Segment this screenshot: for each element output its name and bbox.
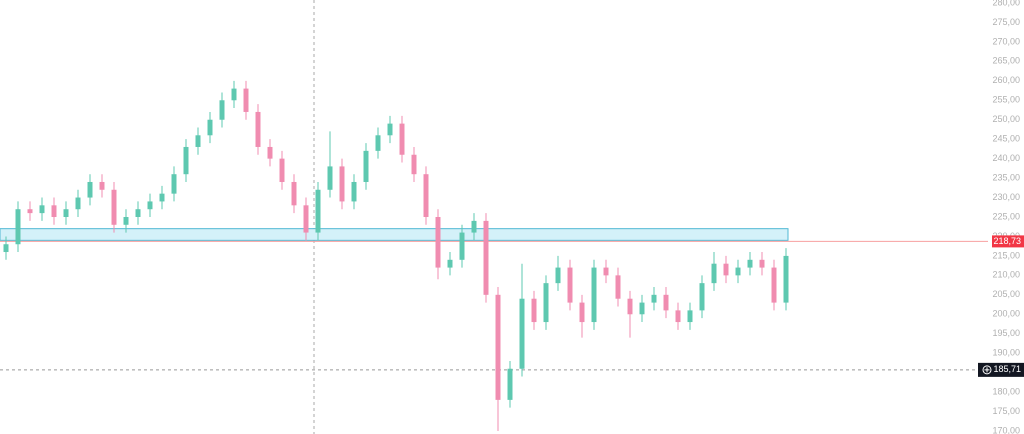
candle-body <box>87 181 93 198</box>
candle-body <box>495 294 501 400</box>
y-tick-label: 205,00 <box>992 289 1020 299</box>
candle-body <box>471 220 477 233</box>
candle-body <box>243 88 249 112</box>
zone <box>0 228 789 241</box>
candle-body <box>531 298 537 323</box>
candle-body <box>687 310 693 323</box>
candle-body <box>543 283 549 323</box>
candle-body <box>147 201 153 210</box>
candle-body <box>603 267 609 276</box>
candle-body <box>459 232 465 260</box>
candle-body <box>291 181 297 206</box>
candle-body <box>315 189 321 233</box>
candle-body <box>435 217 441 268</box>
candle-body <box>63 209 69 217</box>
candle-body <box>675 310 681 323</box>
candle-body <box>711 263 717 284</box>
candle-body <box>663 294 669 311</box>
candle-body <box>135 209 141 217</box>
candle-body <box>207 119 213 136</box>
candle-body <box>27 209 33 214</box>
candle-body <box>351 181 357 202</box>
candle-body <box>327 166 333 190</box>
y-tick-label: 170,00 <box>992 425 1020 434</box>
y-tick-label: 270,00 <box>992 36 1020 46</box>
y-tick-label: 245,00 <box>992 134 1020 144</box>
candle-body <box>423 174 429 217</box>
y-tick-label: 210,00 <box>992 270 1020 280</box>
candle-body <box>75 197 81 210</box>
candle-body <box>183 146 189 175</box>
candle-body <box>567 267 573 303</box>
candle-body <box>591 267 597 323</box>
last-price-badge <box>992 235 1024 248</box>
candle-body <box>447 259 453 268</box>
candle-body <box>555 267 561 284</box>
y-tick-label: 200,00 <box>992 309 1020 319</box>
y-tick-label: 180,00 <box>992 386 1020 396</box>
candle-body <box>255 111 261 147</box>
candle-body <box>51 205 57 217</box>
candle-body <box>3 244 9 253</box>
candle-body <box>267 146 273 159</box>
y-tick-label: 225,00 <box>992 211 1020 221</box>
candle-body <box>111 189 117 225</box>
candle-body <box>339 166 345 202</box>
candle-body <box>375 135 381 151</box>
candle-body <box>771 267 777 303</box>
y-tick-label: 250,00 <box>992 114 1020 124</box>
candle-body <box>99 181 105 190</box>
y-tick-label: 175,00 <box>992 406 1020 416</box>
candle-body <box>279 158 285 182</box>
crosshair-label: 185,71 <box>993 364 1021 374</box>
y-tick-label: 255,00 <box>992 95 1020 105</box>
y-tick-label: 240,00 <box>992 153 1020 163</box>
y-tick-label: 190,00 <box>992 348 1020 358</box>
y-tick-label: 235,00 <box>992 172 1020 182</box>
candle-body <box>363 150 369 182</box>
y-tick-label: 195,00 <box>992 328 1020 338</box>
candle-body <box>171 174 177 194</box>
candle-body <box>519 298 525 369</box>
candle-body <box>231 88 237 101</box>
candle-body <box>759 259 765 268</box>
candle-body <box>219 100 225 120</box>
candle-body <box>615 275 621 299</box>
crosshair-icon <box>982 365 992 375</box>
candle-body <box>747 259 753 268</box>
y-tick-label: 275,00 <box>992 17 1020 27</box>
y-tick-label: 260,00 <box>992 75 1020 85</box>
candle-body <box>387 123 393 136</box>
candle-body <box>735 267 741 276</box>
last-price-label: 218,73 <box>993 236 1021 246</box>
candle-body <box>399 123 405 155</box>
candle-body <box>723 263 729 276</box>
y-tick-label: 265,00 <box>992 56 1020 66</box>
candle-body <box>123 217 129 225</box>
candle-body <box>303 205 309 233</box>
candle-body <box>639 302 645 315</box>
candle-body <box>411 154 417 175</box>
candle-body <box>651 294 657 303</box>
y-tick-label: 215,00 <box>992 250 1020 260</box>
candle-body <box>507 368 513 400</box>
y-tick-label: 230,00 <box>992 192 1020 202</box>
candle-body <box>783 255 789 303</box>
candle-body <box>39 205 45 214</box>
y-tick-label: 280,00 <box>992 0 1020 7</box>
candle-body <box>15 209 21 245</box>
candle-body <box>699 283 705 311</box>
candle-body <box>627 298 633 315</box>
candle-body <box>195 135 201 147</box>
candle-body <box>579 302 585 323</box>
candle-body <box>159 193 165 202</box>
candle-body <box>483 220 489 295</box>
